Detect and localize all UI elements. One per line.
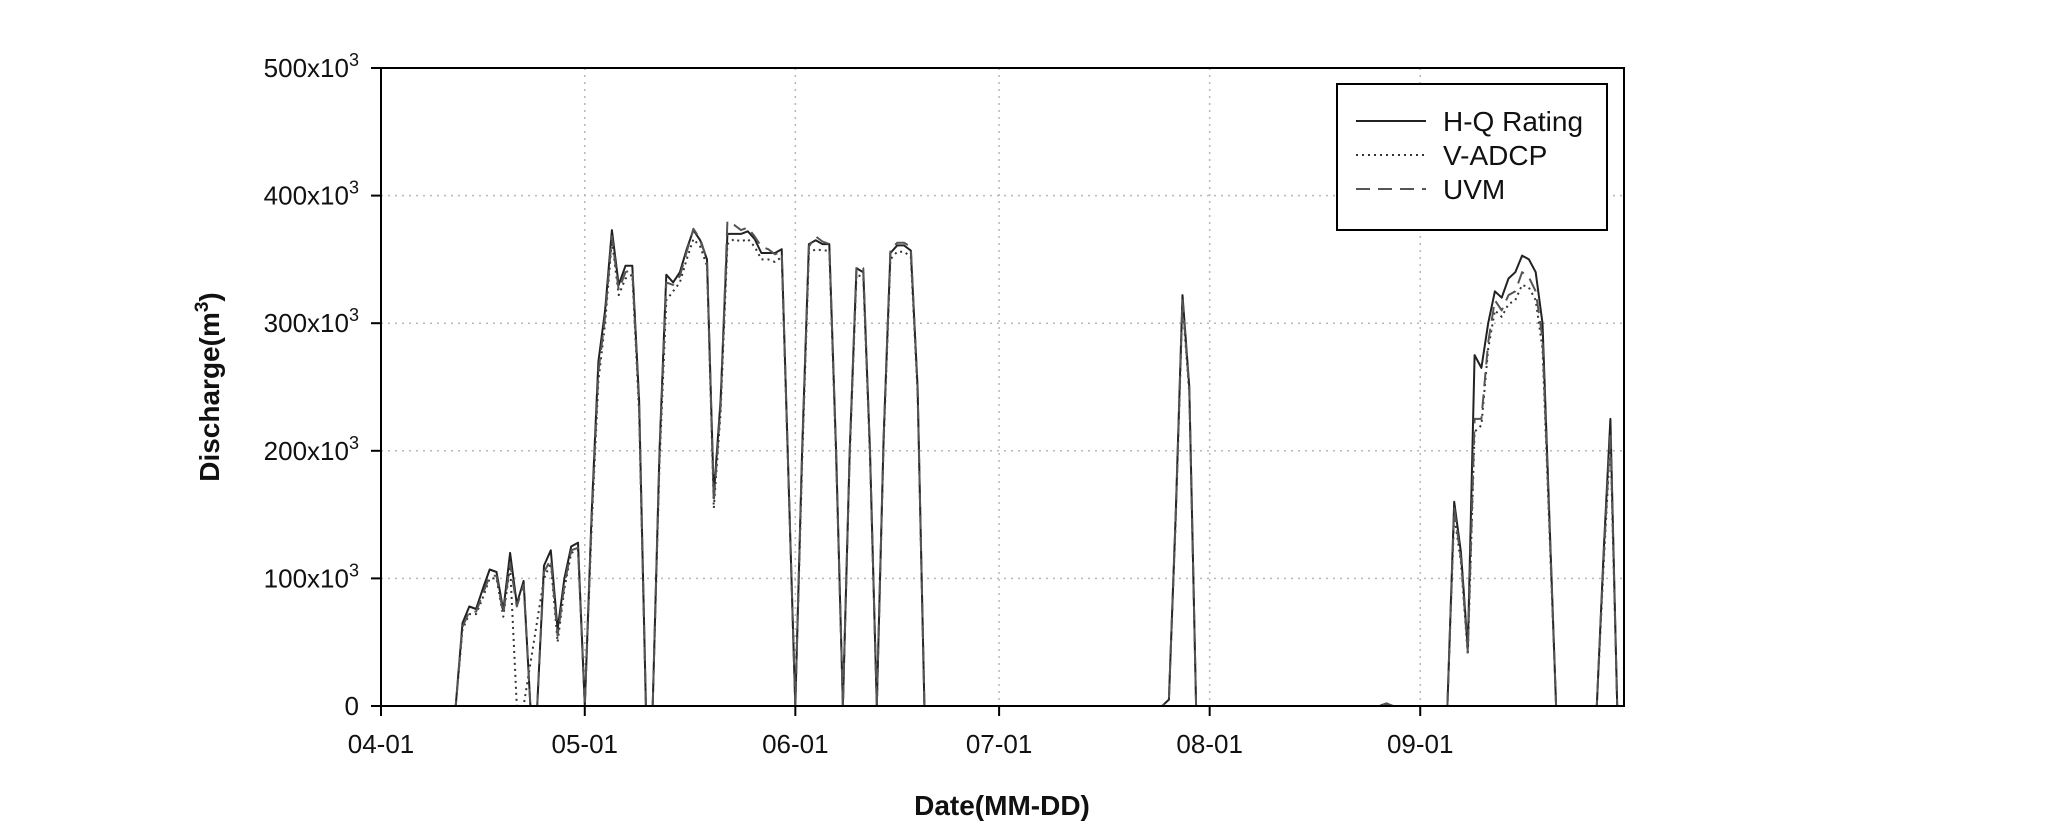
y-tick-label: 500x103: [264, 50, 359, 83]
y-axis-title-sup: 3: [192, 302, 213, 313]
y-tick-label: 300x103: [264, 305, 359, 338]
x-tick-label: 09-01: [1387, 729, 1454, 759]
x-tick-label: 05-01: [552, 729, 619, 759]
legend-label-v-adcp: V-ADCP: [1443, 140, 1547, 171]
y-axis: 0 100x103 200x103 300x103 400x103 500x103: [264, 50, 381, 721]
x-tick-label: 07-01: [966, 729, 1033, 759]
y-tick-label: 200x103: [264, 433, 359, 466]
x-tick-label: 04-01: [348, 729, 415, 759]
x-axis: 04-01 05-01 06-01 07-01 08-01 09-01: [348, 706, 1454, 759]
series-layer: [381, 220, 1624, 706]
series-line-uvm: [381, 220, 1624, 706]
y-axis-title: Discharge(m3): [192, 292, 225, 482]
x-tick-label: 06-01: [762, 729, 829, 759]
y-tick-label: 400x103: [264, 178, 359, 211]
y-tick-label: 100x103: [264, 560, 359, 593]
x-axis-title: Date(MM-DD): [914, 790, 1090, 821]
y-axis-title-main: Discharge(m: [194, 312, 225, 482]
plot-frame: [380, 67, 1625, 707]
y-tick-label: 0: [345, 691, 359, 721]
y-axis-title-end: ): [194, 292, 225, 301]
x-tick-label: 08-01: [1176, 729, 1243, 759]
legend-box: [1336, 83, 1608, 231]
legend-label-uvm: UVM: [1443, 174, 1505, 205]
legend-label-h-q-rating: H-Q Rating: [1443, 106, 1583, 137]
